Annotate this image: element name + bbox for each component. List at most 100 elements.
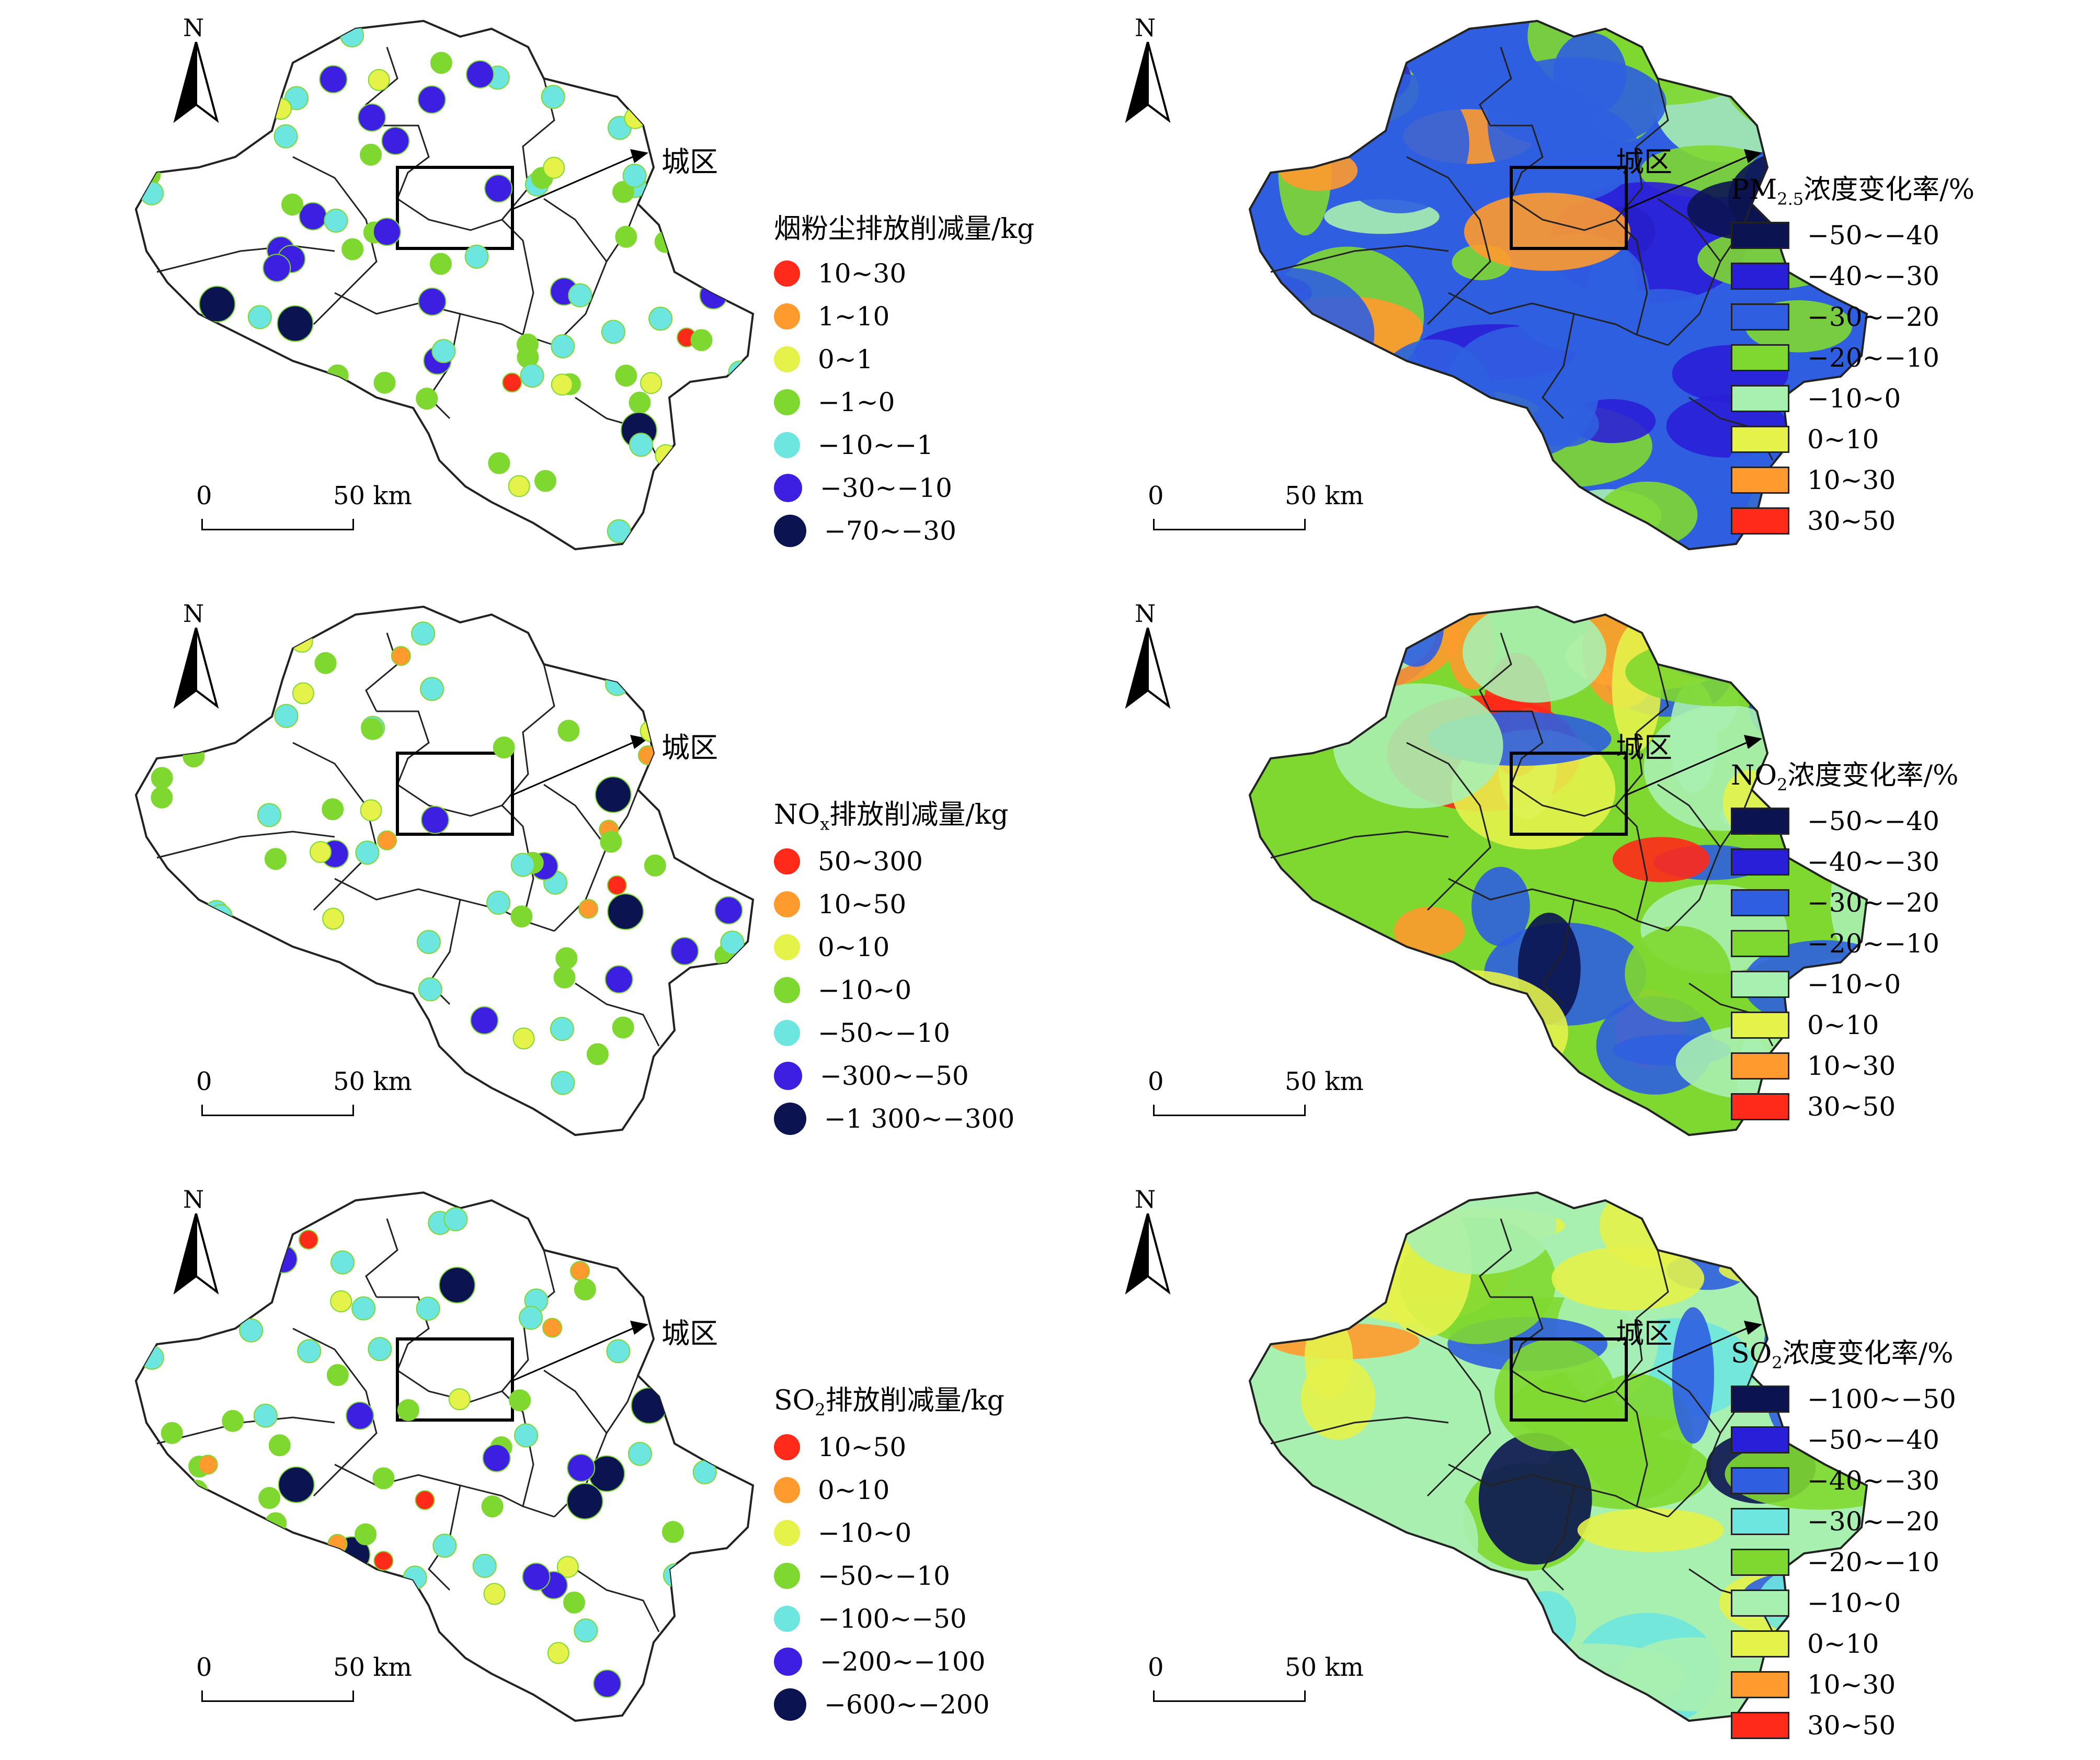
legend-item: 0~10 (1731, 1623, 1956, 1664)
emission-legend: 烟粉尘排放削减量/kg 10~30 1~10 0~1 −1~0 −10~−1 −30~−10… (774, 207, 1034, 552)
emission-point (601, 320, 625, 344)
emission-point (143, 674, 165, 697)
emission-point (416, 1297, 440, 1321)
city-area-box (1510, 752, 1628, 836)
emission-point (257, 803, 281, 827)
emission-point (519, 1305, 543, 1330)
scale-distance-label: 50 km (333, 481, 412, 510)
concentration-zone (1411, 1627, 1514, 1721)
legend-dot-icon (774, 977, 800, 1004)
emission-point (299, 1230, 318, 1250)
emission-point (372, 1467, 395, 1490)
concentration-zone (1463, 607, 1606, 703)
district-boundary (1479, 47, 1512, 126)
emission-point (234, 685, 257, 708)
district-boundary (1406, 742, 1491, 911)
legend-item: 30~50 (1731, 1086, 1958, 1127)
emission-point (415, 1490, 435, 1511)
city-callout-label: 城区 (1616, 145, 1672, 178)
legend-label: −10~0 (818, 975, 912, 1006)
emission-map-panel: N 0 50 km 城区 SO2排放削减量/kg 10~50 0~10 −10~0 −50~−1… (0, 1172, 1050, 1747)
scale-distance-label: 50 km (1285, 1067, 1364, 1096)
legend-item: −1 300~−300 (774, 1097, 1014, 1140)
emission-point (322, 907, 345, 930)
scale-zero-label: 0 (1148, 1653, 1164, 1682)
emission-point (169, 716, 198, 745)
concentration-zone (1394, 906, 1465, 956)
legend-item: −50~−40 (1731, 215, 1975, 256)
legend-swatch (1731, 1467, 1789, 1495)
emission-point (208, 1522, 232, 1547)
scale-distance-label: 50 km (333, 1067, 412, 1096)
legend-item: 30~50 (1731, 501, 1975, 541)
emission-point (510, 853, 535, 877)
emission-point (262, 360, 284, 382)
concentration-zone (1250, 635, 1378, 711)
district-boundary (365, 632, 398, 712)
legend-label: −10~0 (818, 1518, 912, 1549)
emission-point (326, 1364, 349, 1386)
legend-label: −10~0 (1807, 969, 1901, 1000)
legend-swatch (1731, 1712, 1789, 1740)
legend-title: PM2.5浓度变化率/% (1731, 174, 1975, 209)
emission-point (319, 65, 348, 94)
concentration-zone (1798, 1193, 1867, 1259)
emission-point (551, 1071, 575, 1095)
emission-point (631, 1387, 668, 1424)
emission-point (607, 875, 627, 895)
emission-point (256, 82, 278, 105)
emission-point (720, 1001, 744, 1025)
city-callout-label: 城区 (661, 1317, 718, 1350)
legend-item: 30~50 (1731, 1705, 1956, 1746)
concentration-zone (1426, 1059, 1587, 1125)
concentration-zone (1357, 453, 1505, 523)
district-boundary (1542, 1485, 1575, 1591)
concentration-zone (1517, 1591, 1577, 1654)
legend-label: −20~−10 (1807, 1547, 1939, 1578)
concentration-zone (1364, 1588, 1424, 1639)
callout-arrow-icon (1744, 149, 1762, 163)
emission-legend: SO2排放削减量/kg 10~50 0~10 −10~0 −50~−10 −100~−50… (774, 1378, 1005, 1726)
concentration-map (1248, 605, 1868, 1137)
emission-point (557, 720, 580, 742)
emission-point (694, 1010, 716, 1032)
district-boundary (1657, 198, 1721, 262)
emission-point (670, 937, 699, 966)
emission-point (681, 1230, 704, 1253)
emission-point (418, 287, 447, 316)
scale-bar-line (1153, 1105, 1306, 1116)
legend-swatch (1731, 1549, 1789, 1576)
concentration-zone (1250, 316, 1353, 395)
concentration-legend: PM2.5浓度变化率/% −50~−40 −40~−30 −30~−20 −20~−10… (1731, 167, 1975, 541)
legend-label: 0~1 (818, 344, 873, 374)
emission-point (717, 36, 739, 59)
emission-point (239, 1318, 264, 1343)
legend-label: 30~50 (1807, 1710, 1896, 1741)
concentration-zone (1748, 31, 1867, 130)
emission-point (417, 85, 446, 114)
city-area-box (1510, 1337, 1628, 1422)
concentration-zone (1585, 241, 1640, 379)
emission-point (268, 1434, 291, 1457)
legend-item: 0~10 (774, 926, 1014, 969)
district-boundary (376, 710, 534, 921)
district-boundary (1406, 1327, 1491, 1497)
legend-item: −50~−40 (1731, 1420, 1956, 1460)
emission-point (222, 1410, 244, 1432)
emission-point (411, 621, 436, 646)
concentration-zone (1719, 1253, 1858, 1287)
concentration-zone (1619, 1637, 1767, 1711)
emission-point (284, 86, 309, 110)
emission-point (723, 1003, 752, 1031)
emission-point (726, 414, 748, 436)
scale-zero-label: 0 (196, 1067, 212, 1096)
legend-swatch (1731, 1508, 1789, 1536)
legend-label: −30~−20 (1807, 302, 1939, 333)
scale-zero-label: 0 (1148, 1067, 1164, 1096)
emission-point (486, 890, 511, 915)
emission-point (679, 1193, 716, 1228)
north-label: N (1135, 1185, 1156, 1213)
concentration-zone (1398, 1633, 1489, 1721)
emission-point (313, 1641, 335, 1663)
legend-title: SO2排放削减量/kg (774, 1385, 1005, 1420)
